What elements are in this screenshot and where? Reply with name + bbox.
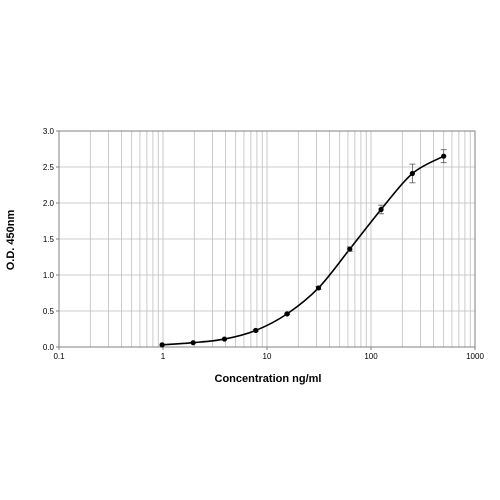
y-tick-labels: 0.0 0.5 1.0 1.5 2.0 2.5 3.0 — [43, 127, 59, 352]
y-tick-label: 1.5 — [43, 235, 55, 244]
x-axis-title: Concentration ng/ml — [215, 373, 322, 385]
error-bars — [252, 149, 447, 332]
data-points — [159, 153, 447, 348]
y-tick-label: 2.0 — [43, 199, 55, 208]
data-point — [409, 170, 415, 177]
y-tick-label: 1.0 — [43, 271, 55, 280]
x-tick-label: 10 — [263, 352, 272, 361]
data-point — [190, 340, 196, 346]
y-tick-label: 0.0 — [43, 343, 55, 352]
data-point — [221, 336, 228, 342]
fit-curve — [162, 155, 445, 346]
data-point — [441, 153, 447, 159]
data-point — [378, 206, 384, 213]
y-tick-label: 3.0 — [43, 127, 55, 136]
data-point — [159, 342, 165, 348]
x-tick-label: 1 — [161, 352, 166, 361]
data-point — [315, 285, 322, 291]
data-point — [347, 246, 353, 252]
x-tick-label: 100 — [364, 352, 378, 361]
x-tick-label: 0.1 — [53, 352, 65, 361]
data-point — [253, 327, 259, 334]
x-tick-label: 1000 — [466, 352, 484, 361]
y-tick-label: 2.5 — [43, 163, 55, 172]
data-point — [284, 311, 290, 317]
y-tick-label: 0.5 — [43, 307, 55, 316]
y-axis-title: O.D. 450nm — [5, 210, 17, 271]
x-tick-labels: 0.1 1 10 100 1000 — [53, 347, 484, 361]
grid — [59, 131, 475, 347]
